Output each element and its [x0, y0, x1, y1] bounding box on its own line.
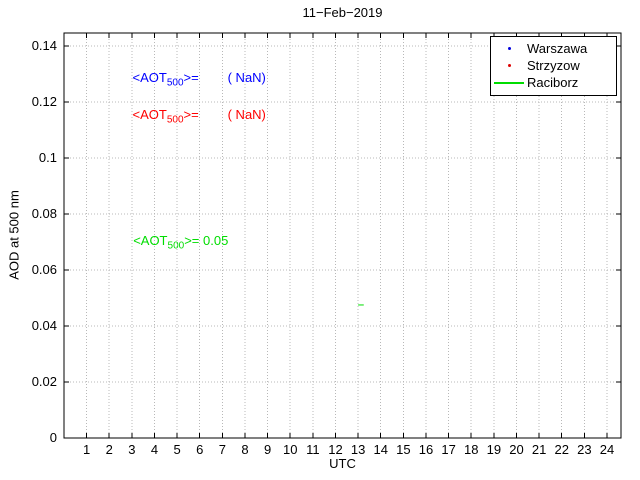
- x-tick-label: 7: [219, 442, 226, 457]
- legend-marker-cell: [491, 64, 527, 67]
- x-tick-label: 10: [283, 442, 297, 457]
- y-tick-label: 0.02: [32, 374, 57, 389]
- annotation-text: <AOT: [132, 70, 167, 86]
- y-tick-label: 0.14: [32, 38, 57, 53]
- x-tick-label: 12: [328, 442, 342, 457]
- x-tick-label: 15: [396, 442, 410, 457]
- dot-marker-icon: [507, 64, 511, 67]
- annotation-text: <AOT: [133, 232, 168, 248]
- x-tick-label: 16: [419, 442, 433, 457]
- x-tick-label: 18: [464, 442, 478, 457]
- x-tick-label: 6: [196, 442, 203, 457]
- x-tick-label: 22: [554, 442, 568, 457]
- annotation-text: >= ( NaN): [183, 106, 266, 122]
- legend-item-raciborz: Raciborz: [491, 74, 616, 91]
- y-tick-label: 0: [50, 430, 57, 445]
- annotation-text: >= 0.05: [184, 232, 229, 248]
- x-tick-label: 9: [264, 442, 271, 457]
- x-tick-label: 13: [351, 442, 365, 457]
- mean-aot-annotation-warszawa: <AOT500>= ( NaN): [118, 58, 266, 102]
- x-tick-label: 17: [441, 442, 455, 457]
- legend-item-strzyzow: Strzyzow: [491, 57, 616, 74]
- mean-aot-annotation-strzyzow: <AOT500>= ( NaN): [118, 95, 266, 139]
- annotation-subscript: 500: [167, 240, 185, 252]
- x-tick-label: 4: [151, 442, 158, 457]
- annotation-subscript: 500: [166, 78, 184, 90]
- x-tick-label: 3: [128, 442, 135, 457]
- x-tick-label: 1: [83, 442, 90, 457]
- y-tick-label: 0.04: [32, 318, 57, 333]
- x-tick-label: 24: [600, 442, 614, 457]
- legend-marker-cell: [491, 81, 527, 84]
- x-tick-label: 8: [241, 442, 248, 457]
- x-tick-label: 14: [374, 442, 388, 457]
- x-tick-label: 5: [174, 442, 181, 457]
- chart-title: 11−Feb−2019: [302, 5, 383, 20]
- y-tick-label: 0.1: [39, 150, 57, 165]
- legend-item-warszawa: Warszawa: [491, 40, 616, 57]
- y-tick-label: 0.08: [32, 206, 57, 221]
- y-tick-label: 0.06: [32, 262, 57, 277]
- y-axis-label: AOD at 500 nm: [6, 190, 22, 280]
- axis-box: [63, 32, 622, 439]
- legend-label: Strzyzow: [527, 58, 580, 73]
- x-tick-label: 11: [306, 442, 320, 457]
- legend-label: Raciborz: [527, 75, 579, 90]
- x-axis-label: UTC: [329, 456, 356, 471]
- x-tick-label: 2: [106, 442, 113, 457]
- line-marker-icon: [494, 81, 524, 84]
- legend-marker-cell: [491, 47, 527, 50]
- x-tick-label: 21: [532, 442, 546, 457]
- legend-label: Warszawa: [527, 41, 588, 56]
- mean-aot-annotation-raciborz: <AOT500>= 0.05: [119, 221, 229, 265]
- y-tick-label: 0.12: [32, 94, 57, 109]
- dot-marker-icon: [507, 47, 511, 50]
- x-tick-label: 19: [487, 442, 501, 457]
- annotation-text: >= ( NaN): [183, 70, 266, 86]
- legend-box: Warszawa Strzyzow Raciborz: [490, 36, 617, 96]
- annotation-text: <AOT: [132, 106, 167, 122]
- annotation-subscript: 500: [166, 114, 184, 126]
- x-tick-label: 23: [577, 442, 591, 457]
- x-tick-label: 20: [509, 442, 523, 457]
